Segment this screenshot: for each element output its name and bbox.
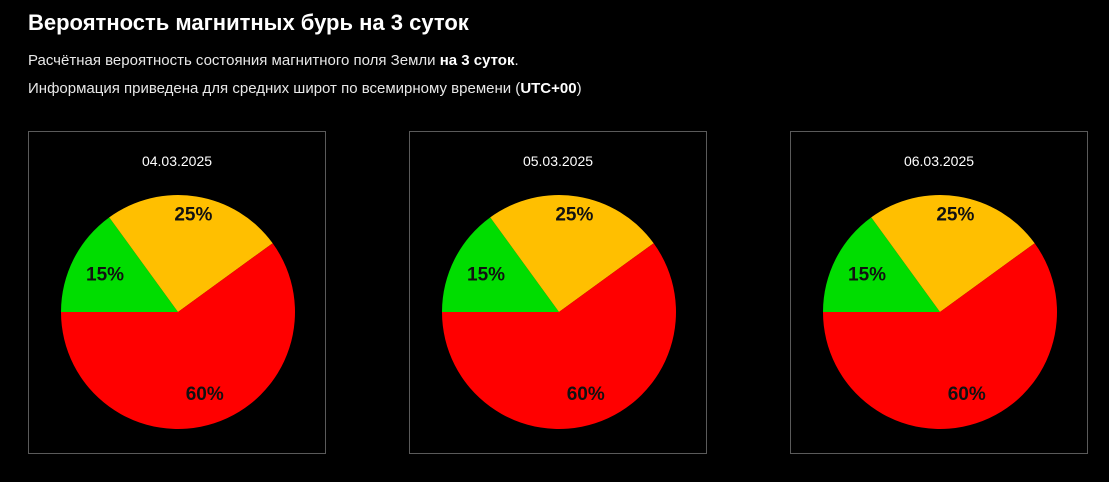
slice-value-label: 60% xyxy=(948,384,986,405)
slice-value-label: 25% xyxy=(174,204,212,225)
forecast-panel-day-1: 04.03.2025 15% 25% 60% xyxy=(28,131,326,454)
pie-slice xyxy=(109,194,273,312)
slice-value-label: 25% xyxy=(555,204,593,225)
timezone-label: UTC+00 xyxy=(520,80,577,97)
description-end: . xyxy=(514,52,519,69)
description-line-2: Информация приведена для средних широт п… xyxy=(28,79,582,99)
description-line-1: Расчётная вероятность состояния магнитно… xyxy=(28,51,519,71)
forecast-panel-day-3: 06.03.2025 15% 25% 60% xyxy=(790,131,1088,454)
slice-value-label: 15% xyxy=(467,264,505,285)
panel-date: 05.03.2025 xyxy=(522,153,594,169)
slice-value-label: 25% xyxy=(936,204,974,225)
pie-slice xyxy=(871,194,1035,312)
forecast-panel-day-2: 05.03.2025 15% 25% 60% xyxy=(409,131,707,454)
pie-slice xyxy=(442,217,559,312)
description-highlight: на 3 суток xyxy=(439,52,515,69)
pie-slice xyxy=(442,243,676,430)
panel-date: 06.03.2025 xyxy=(903,153,975,169)
pie-chart: 15% 25% 60% xyxy=(823,194,1057,430)
description-text: Информация приведена для средних широт п… xyxy=(28,80,521,97)
slice-value-label: 60% xyxy=(186,384,224,405)
description-end: ) xyxy=(576,80,582,97)
slice-value-label: 15% xyxy=(86,264,124,285)
slice-value-label: 60% xyxy=(567,384,605,405)
page-title: Вероятность магнитных бурь на 3 суток xyxy=(28,10,469,35)
pie-slice xyxy=(490,194,654,312)
panel-date: 04.03.2025 xyxy=(141,153,213,169)
pie-slice xyxy=(61,243,295,430)
pie-chart: 15% 25% 60% xyxy=(61,194,295,430)
pie-slice xyxy=(823,243,1057,430)
pie-slice xyxy=(823,217,940,312)
slice-value-label: 15% xyxy=(848,264,886,285)
description-text: Расчётная вероятность состояния магнитно… xyxy=(28,52,440,69)
pie-slice xyxy=(61,217,178,312)
pie-chart: 15% 25% 60% xyxy=(442,194,676,430)
